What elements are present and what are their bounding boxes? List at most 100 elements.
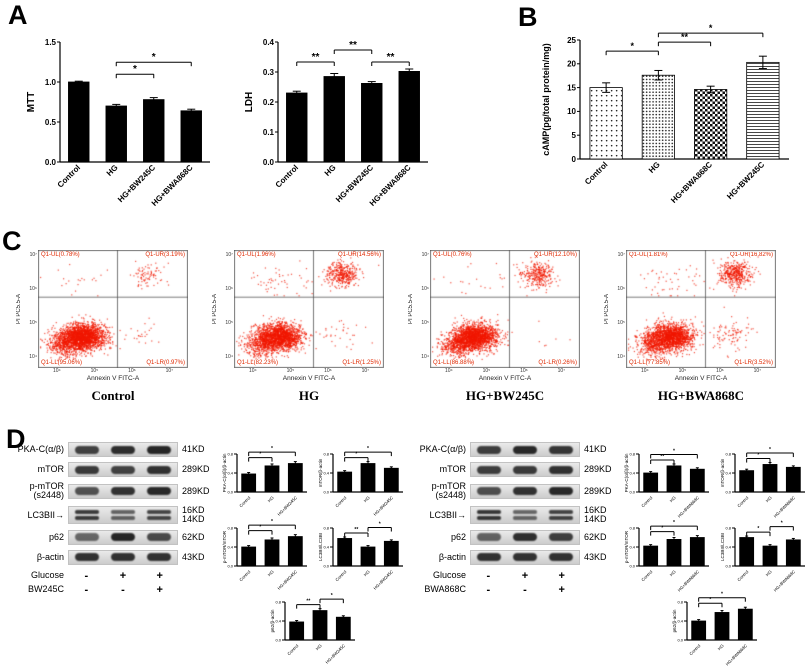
y-axis-label: p62/β-actin bbox=[270, 609, 275, 632]
flow-y-tick: 10⁶ bbox=[617, 286, 625, 292]
kd-label: 62KD bbox=[580, 532, 620, 542]
blot-band bbox=[513, 487, 537, 496]
x-tick-label: HG+BW245C bbox=[276, 569, 298, 591]
x-tick-label: HG bbox=[363, 495, 371, 503]
blot-row: p62 62KD bbox=[10, 529, 218, 545]
blot-lane bbox=[471, 463, 507, 476]
protein-label: PKA-C(α/β) bbox=[412, 444, 470, 454]
x-tick-label: HG bbox=[647, 160, 662, 175]
protein-label-line: mTOR bbox=[439, 463, 466, 474]
y-tick-label: 0.3 bbox=[263, 68, 275, 77]
blot-band bbox=[75, 445, 99, 454]
flow-x-tick: 10⁴ bbox=[444, 368, 453, 374]
mini-chart-l5: 0.0 0.4 0.8 p62/β-actin Control HG HG+BW245C **… bbox=[270, 590, 358, 665]
treatment-row: Glucose - + + bbox=[412, 570, 620, 582]
x-tick-label: Control bbox=[238, 495, 251, 508]
mtt-bar-chart: 0.0 0.5 1.0 1.5 MTT Control HG HG+BW245C HG+BWA8… bbox=[24, 28, 216, 228]
kd-label: 43KD bbox=[580, 552, 620, 562]
blot-band bbox=[147, 487, 171, 496]
y-tick-label: 20 bbox=[567, 60, 576, 69]
blot-lane bbox=[471, 531, 507, 544]
blot-lane bbox=[507, 551, 543, 564]
blot-band bbox=[477, 533, 501, 542]
flow-x-tick: 10⁴ bbox=[640, 368, 649, 374]
y-axis-label: cAMP(pg/total protein/mg) bbox=[541, 43, 551, 156]
bar-HG bbox=[360, 546, 376, 567]
x-tick-label: HG+BW245C bbox=[276, 495, 298, 517]
protein-label: p-mTOR (s2448) bbox=[412, 481, 470, 501]
y-tick-label: 0.0 bbox=[227, 489, 233, 494]
significance-mark: ** bbox=[354, 527, 358, 533]
y-axis-label: LC3BII/LC3BI bbox=[318, 533, 323, 561]
blot-band bbox=[75, 553, 99, 562]
y-tick-label: 0.0 bbox=[45, 158, 57, 167]
x-tick-label: HG+BWA868C bbox=[773, 569, 796, 592]
flow-y-axis-label: PI PC5.5-A bbox=[408, 294, 414, 325]
flow-y-tick: 10⁵ bbox=[617, 320, 625, 326]
flow-scatter-canvas bbox=[626, 250, 776, 368]
blot-strip bbox=[68, 442, 178, 457]
flow-y-tick: 10⁷ bbox=[29, 252, 37, 258]
significance-mark: * bbox=[769, 447, 771, 453]
y-tick-label: 0.0 bbox=[323, 563, 329, 568]
bar-HG bbox=[360, 463, 376, 493]
blot-band bbox=[549, 487, 573, 496]
flow-y-tick: 10⁴ bbox=[617, 354, 625, 360]
y-tick-label: 0.8 bbox=[629, 451, 635, 456]
flow-x-tick: 10⁵ bbox=[678, 368, 687, 374]
flow-scatter-canvas bbox=[234, 250, 384, 368]
flow-y-tick: 10⁷ bbox=[617, 252, 625, 258]
quadrant-label-ur: Q1-UR(14.56%) bbox=[337, 252, 381, 258]
blot-row: LC3BII→ 16KD 14KD bbox=[412, 505, 620, 525]
flow-x-tick: 10⁶ bbox=[128, 368, 136, 374]
x-tick-label: Control bbox=[56, 163, 82, 189]
treatment-symbol: - bbox=[84, 569, 89, 582]
y-tick-label: 0.4 bbox=[227, 544, 233, 549]
blot-lane bbox=[507, 507, 543, 523]
treatment-label: BW245C bbox=[27, 584, 64, 595]
blot-band bbox=[549, 510, 573, 515]
blot-lane bbox=[105, 485, 141, 498]
protein-label: PKA-C(α/β) bbox=[10, 444, 68, 454]
significance-mark: * bbox=[673, 520, 675, 526]
flow-scatter-plot: Q1-UL(0.78%) Q1-UR(3.19%) Q1-LL(95.06%) Q1-… bbox=[38, 250, 188, 368]
blot-band bbox=[147, 533, 171, 542]
protein-label-line: β-actin bbox=[36, 551, 64, 562]
y-tick-label: 0.4 bbox=[323, 470, 329, 475]
flow-y-tick: 10⁷ bbox=[225, 252, 233, 258]
blot-band bbox=[111, 516, 135, 521]
x-tick-label: HG bbox=[363, 569, 371, 577]
x-tick-label: HG bbox=[765, 569, 773, 577]
significance-mark: * bbox=[709, 23, 713, 33]
kd-label-line: 41KD bbox=[182, 443, 205, 454]
y-axis-label: PKA-C(α/β)/β-actin bbox=[222, 453, 227, 492]
flow-x-tick: 10⁶ bbox=[716, 368, 724, 374]
flow-plot-HG: PI PC5.5-A 10⁷ 10⁶ 10⁵ 10⁴ Q1-UL(1.96%) Q1-UR(… bbox=[210, 250, 396, 404]
significance-mark: * bbox=[259, 452, 261, 458]
protein-label: p62 bbox=[412, 532, 470, 542]
blot-lane bbox=[471, 507, 507, 523]
blot-strip bbox=[68, 549, 178, 565]
x-tick-label: Control bbox=[286, 643, 299, 656]
bar-HG+BWA868C bbox=[398, 71, 420, 163]
protein-label: β-actin bbox=[412, 552, 470, 562]
y-tick-label: 0.4 bbox=[263, 38, 275, 47]
blot-band bbox=[147, 465, 171, 474]
protein-label: LC3BII→ bbox=[412, 510, 470, 520]
blot-row: PKA-C(α/β) 41KD bbox=[10, 442, 218, 457]
camp-bar-chart: 0 5 10 15 20 25 cAMP(pg/total protein/mg) Contr… bbox=[540, 23, 795, 229]
blot-band bbox=[549, 533, 573, 542]
flow-y-ticks: 10⁷ 10⁶ 10⁵ 10⁴ bbox=[220, 250, 234, 368]
x-tick-label: Control bbox=[334, 569, 347, 582]
bar-HG+BW245C bbox=[383, 540, 399, 567]
blot-band bbox=[111, 465, 135, 474]
kd-label: 289KD bbox=[580, 464, 620, 474]
y-tick-label: 0.0 bbox=[263, 158, 275, 167]
blot-lane bbox=[105, 463, 141, 476]
bar-HG+BW245C bbox=[335, 616, 351, 641]
bar-Control bbox=[691, 620, 707, 641]
blot-lane bbox=[69, 443, 105, 456]
y-tick-label: 5 bbox=[572, 131, 577, 140]
